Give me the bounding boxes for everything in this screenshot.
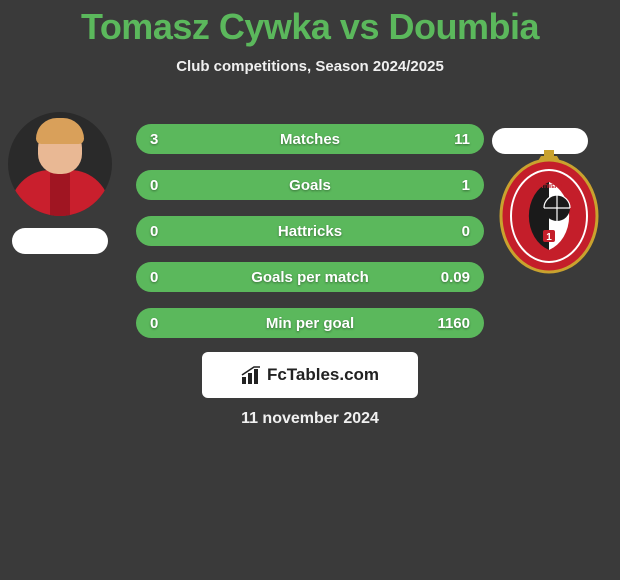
stat-right-value: 1160	[420, 315, 470, 332]
stat-label: Matches	[200, 131, 420, 148]
player-left-panel	[8, 112, 112, 254]
stat-label: Hattricks	[200, 223, 420, 240]
comparison-title: Tomasz Cywka vs Doumbia	[0, 0, 620, 48]
stat-left-value: 3	[150, 131, 200, 148]
stat-left-value: 0	[150, 177, 200, 194]
comparison-subtitle: Club competitions, Season 2024/2025	[0, 58, 620, 75]
generation-date: 11 november 2024	[0, 410, 620, 428]
club-crest-icon: 1 ANTWERP	[499, 150, 599, 274]
stat-right-value: 11	[420, 131, 470, 148]
jersey-stripe	[50, 170, 70, 216]
player-left-avatar	[8, 112, 112, 216]
stat-left-value: 0	[150, 269, 200, 286]
stat-label: Goals	[200, 177, 420, 194]
stat-right-value: 1	[420, 177, 470, 194]
stat-label: Goals per match	[200, 269, 420, 286]
svg-text:ANTWERP: ANTWERP	[536, 184, 563, 190]
bars-icon	[241, 366, 263, 384]
stat-row: 0 Goals 1	[136, 170, 484, 200]
svg-text:1: 1	[546, 232, 552, 243]
stat-right-value: 0	[420, 223, 470, 240]
stat-row: 0 Min per goal 1160	[136, 308, 484, 338]
stat-row: 0 Hattricks 0	[136, 216, 484, 246]
stat-row: 3 Matches 11	[136, 124, 484, 154]
branding-label: FcTables.com	[267, 365, 379, 385]
stat-right-value: 0.09	[420, 269, 470, 286]
stat-label: Min per goal	[200, 315, 420, 332]
branding-box: FcTables.com	[202, 352, 418, 398]
player-left-name-pill	[12, 228, 108, 254]
stat-left-value: 0	[150, 315, 200, 332]
hair-shape	[36, 118, 84, 144]
branding-text: FcTables.com	[241, 365, 379, 385]
stat-row: 0 Goals per match 0.09	[136, 262, 484, 292]
stats-bars: 3 Matches 11 0 Goals 1 0 Hattricks 0 0 G…	[136, 124, 484, 354]
player-right-panel: 1 ANTWERP	[496, 126, 602, 274]
stat-left-value: 0	[150, 223, 200, 240]
